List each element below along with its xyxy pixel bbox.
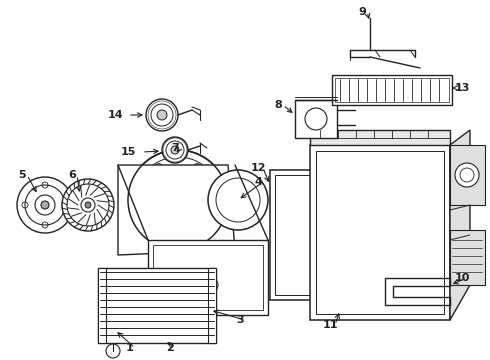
Bar [450, 145, 485, 205]
Circle shape [150, 172, 206, 228]
Text: 6: 6 [68, 170, 76, 180]
Text: 5: 5 [18, 170, 26, 180]
Text: 1: 1 [126, 343, 134, 353]
Bar [208, 268, 216, 343]
Bar [316, 151, 444, 314]
Circle shape [194, 229, 200, 237]
Text: 11: 11 [322, 320, 338, 330]
Polygon shape [148, 240, 268, 315]
Text: 15: 15 [121, 147, 136, 157]
Circle shape [155, 229, 163, 237]
Bar [335, 78, 449, 102]
Circle shape [106, 344, 120, 358]
Text: 10: 10 [454, 273, 470, 283]
Text: 7: 7 [171, 143, 179, 153]
Circle shape [171, 146, 179, 154]
Bar [295, 100, 337, 138]
Bar [332, 75, 452, 105]
Circle shape [62, 179, 114, 231]
Text: 2: 2 [166, 343, 174, 353]
Circle shape [128, 150, 228, 250]
Text: 12: 12 [250, 163, 266, 173]
Circle shape [208, 170, 268, 230]
Text: 13: 13 [454, 83, 470, 93]
Text: 3: 3 [236, 315, 244, 325]
Circle shape [455, 163, 479, 187]
Circle shape [194, 163, 200, 171]
Circle shape [213, 197, 220, 203]
Bar [98, 268, 106, 343]
Circle shape [157, 110, 167, 120]
Text: 8: 8 [274, 100, 282, 110]
Bar [270, 170, 315, 300]
Polygon shape [450, 130, 470, 320]
Circle shape [81, 198, 95, 212]
Circle shape [85, 202, 91, 208]
Text: 4: 4 [254, 177, 262, 187]
Circle shape [146, 99, 178, 131]
Circle shape [162, 137, 188, 163]
Bar [275, 175, 310, 295]
Bar [450, 230, 485, 285]
Bar [98, 268, 216, 343]
Polygon shape [118, 165, 235, 255]
Text: 9: 9 [358, 7, 366, 17]
Circle shape [17, 177, 73, 233]
Circle shape [137, 197, 144, 203]
Text: 14: 14 [107, 110, 123, 120]
Bar [310, 145, 450, 320]
Circle shape [155, 163, 163, 171]
Polygon shape [310, 130, 450, 145]
Circle shape [41, 201, 49, 209]
